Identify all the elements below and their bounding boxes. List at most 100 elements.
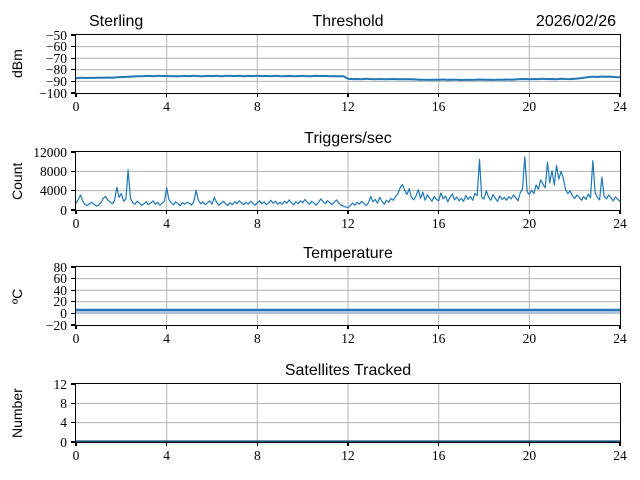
x-tick-label: 8 bbox=[253, 216, 261, 231]
y-tick-mark bbox=[71, 80, 75, 82]
y-tick-label: 8 bbox=[60, 395, 67, 411]
x-tick-label: 20 bbox=[522, 216, 537, 231]
x-tick-mark bbox=[619, 325, 621, 329]
y-tick-mark bbox=[71, 278, 75, 280]
x-tick-mark bbox=[347, 325, 349, 329]
x-tick-label: 0 bbox=[72, 331, 80, 346]
y-tick-mark bbox=[71, 209, 75, 211]
plot-area-triggers bbox=[74, 150, 621, 211]
triggers-per-sec-line bbox=[75, 155, 620, 208]
x-tick-mark bbox=[619, 210, 621, 214]
x-tick-mark bbox=[166, 93, 168, 97]
x-tick-label: 16 bbox=[431, 216, 446, 231]
subplot3-title: Temperature bbox=[303, 245, 393, 262]
y-tick-mark bbox=[71, 383, 75, 385]
x-tick-label: 16 bbox=[431, 99, 446, 114]
y-tick-label: −90 bbox=[45, 73, 67, 89]
x-tick-mark bbox=[619, 442, 621, 446]
chart-canvas bbox=[75, 151, 620, 210]
x-tick-mark bbox=[438, 93, 440, 97]
x-tick-label: 4 bbox=[163, 216, 171, 231]
x-tick-label: 0 bbox=[72, 99, 80, 114]
y-tick-mark bbox=[71, 170, 75, 172]
subplot4-title: Satellites Tracked bbox=[284, 362, 412, 379]
plot-area-temperature bbox=[74, 265, 621, 326]
x-tick-label: 24 bbox=[613, 331, 627, 346]
y-tick-mark bbox=[71, 324, 75, 326]
y-tick-label: 12 bbox=[53, 376, 68, 392]
x-tick-mark bbox=[347, 210, 349, 214]
x-tick-label: 12 bbox=[341, 216, 355, 231]
x-tick-mark bbox=[256, 210, 258, 214]
x-tick-mark bbox=[438, 442, 440, 446]
x-tick-mark bbox=[438, 210, 440, 214]
x-tick-label: 24 bbox=[613, 216, 627, 231]
y-tick-label: 4000 bbox=[40, 183, 67, 199]
threshold-dbm-line bbox=[75, 74, 620, 81]
x-tick-label: 20 bbox=[522, 331, 537, 346]
ylabel-count: Count bbox=[9, 162, 25, 200]
x-tick-mark bbox=[75, 210, 77, 214]
plot-area-satellites-tracked bbox=[74, 382, 621, 443]
y-tick-mark bbox=[71, 57, 75, 59]
x-tick-mark bbox=[528, 210, 530, 214]
x-tick-label: 24 bbox=[613, 448, 627, 463]
y-tick-mark bbox=[71, 289, 75, 291]
x-tick-mark bbox=[75, 325, 77, 329]
y-tick-mark bbox=[71, 301, 75, 303]
x-tick-mark bbox=[619, 93, 621, 97]
x-tick-mark bbox=[75, 442, 77, 446]
y-tick-mark bbox=[71, 402, 75, 404]
chart-canvas bbox=[75, 383, 620, 442]
y-tick-label: 8000 bbox=[40, 163, 67, 179]
y-tick-label: 60 bbox=[53, 271, 68, 287]
x-tick-label: 4 bbox=[163, 331, 171, 346]
x-tick-label: 0 bbox=[72, 448, 80, 463]
y-tick-mark bbox=[71, 190, 75, 192]
x-tick-mark bbox=[347, 93, 349, 97]
y-tick-mark bbox=[71, 69, 75, 71]
chart-canvas bbox=[75, 266, 620, 325]
x-tick-mark bbox=[75, 93, 77, 97]
x-tick-label: 16 bbox=[431, 448, 446, 463]
y-tick-label: 12000 bbox=[33, 144, 67, 160]
subplot1-title: Threshold bbox=[312, 13, 384, 30]
x-tick-label: 4 bbox=[163, 99, 171, 114]
x-tick-mark bbox=[256, 93, 258, 97]
x-tick-mark bbox=[166, 442, 168, 446]
y-tick-label: −70 bbox=[45, 50, 67, 66]
x-tick-mark bbox=[528, 93, 530, 97]
y-tick-mark bbox=[71, 441, 75, 443]
x-tick-label: 4 bbox=[163, 448, 171, 463]
subplot1-date-label: 2026/02/26 bbox=[535, 13, 616, 30]
x-tick-label: 8 bbox=[253, 331, 261, 346]
x-tick-mark bbox=[166, 325, 168, 329]
y-tick-label: 0 bbox=[60, 434, 67, 450]
y-tick-label: −20 bbox=[45, 317, 67, 333]
x-tick-label: 8 bbox=[253, 99, 261, 114]
x-tick-mark bbox=[528, 325, 530, 329]
x-tick-mark bbox=[256, 442, 258, 446]
ylabel-number: Number bbox=[9, 388, 25, 438]
x-tick-label: 12 bbox=[341, 331, 355, 346]
x-tick-mark bbox=[256, 325, 258, 329]
x-tick-mark bbox=[166, 210, 168, 214]
y-tick-mark bbox=[71, 92, 75, 94]
x-tick-label: 20 bbox=[522, 448, 537, 463]
plot-area-threshold bbox=[74, 33, 621, 94]
x-tick-label: 12 bbox=[341, 99, 355, 114]
subplot1-left-title: Sterling bbox=[89, 13, 144, 30]
y-tick-label: −60 bbox=[45, 39, 67, 55]
y-tick-mark bbox=[71, 422, 75, 424]
y-tick-label: 20 bbox=[53, 294, 68, 310]
chart-canvas bbox=[75, 34, 620, 93]
y-tick-label: 0 bbox=[60, 202, 67, 218]
y-tick-label: 0 bbox=[60, 305, 67, 321]
y-tick-label: 4 bbox=[60, 415, 67, 431]
y-tick-label: −80 bbox=[45, 62, 67, 78]
y-tick-label: 40 bbox=[53, 282, 68, 298]
y-tick-mark bbox=[71, 266, 75, 268]
y-tick-label: −50 bbox=[45, 27, 67, 43]
y-tick-mark bbox=[71, 151, 75, 153]
